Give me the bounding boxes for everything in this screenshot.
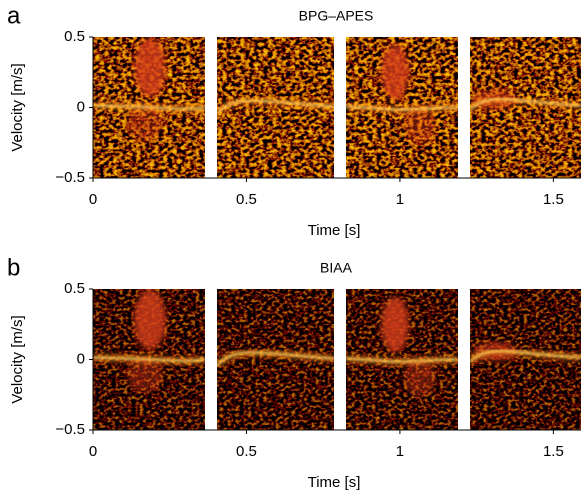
x-tick-label: 0.5 [236, 191, 257, 208]
x-tick-label: 1.5 [543, 191, 564, 208]
chart-title: BIAA [320, 260, 353, 276]
y-tick-label: −0.5 [55, 169, 85, 186]
panel-label: a [7, 2, 21, 29]
burst [127, 356, 163, 393]
burst [381, 296, 409, 353]
y-tick-label: 0 [77, 350, 85, 367]
gap [205, 37, 217, 178]
burst [134, 289, 166, 350]
y-tick-label: −0.5 [55, 421, 85, 438]
gap [334, 37, 346, 178]
y-tick-label: 0.5 [64, 28, 85, 45]
x-axis-label: Time [s] [308, 222, 361, 239]
gap [205, 289, 217, 430]
spectrogram [93, 37, 581, 178]
burst [404, 105, 436, 146]
x-tick-label: 1 [396, 443, 404, 460]
panel-label: b [7, 254, 20, 281]
y-axis-label: Velocity [m/s] [9, 315, 26, 403]
center-line [93, 350, 581, 367]
burst [134, 37, 166, 98]
x-tick-label: 1 [396, 191, 404, 208]
y-tick-label: 0.5 [64, 280, 85, 297]
burst [404, 357, 436, 398]
x-tick-label: 0 [89, 191, 97, 208]
burst [381, 44, 409, 101]
x-axis-label: Time [s] [308, 474, 361, 491]
y-tick-label: 0 [77, 98, 85, 115]
gap [334, 289, 346, 430]
center-line [93, 98, 581, 115]
y-axis-label: Velocity [m/s] [9, 63, 26, 151]
x-tick-label: 0.5 [236, 443, 257, 460]
gap [458, 37, 470, 178]
spectrogram [93, 289, 581, 430]
x-tick-label: 0 [89, 443, 97, 460]
x-tick-label: 1.5 [543, 443, 564, 460]
chart-title: BPG–APES [299, 8, 374, 24]
gap [458, 289, 470, 430]
burst [127, 104, 163, 141]
